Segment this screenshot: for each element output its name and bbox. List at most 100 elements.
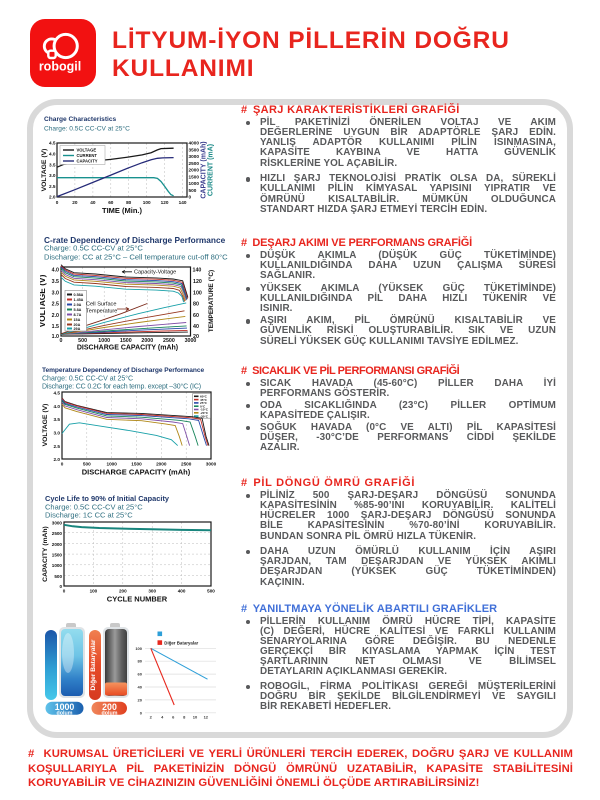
- svg-text:1500: 1500: [120, 338, 132, 344]
- svg-text:0°C: 0°C: [200, 404, 206, 408]
- svg-text:2.0: 2.0: [52, 313, 59, 319]
- svg-text:500: 500: [83, 462, 91, 467]
- svg-text:Capacity-Voltage: Capacity-Voltage: [134, 270, 176, 276]
- svg-text:1000: 1000: [189, 181, 200, 186]
- svg-text:1.0: 1.0: [52, 334, 59, 340]
- svg-text:1500: 1500: [52, 553, 63, 558]
- svg-text:1500: 1500: [189, 175, 200, 180]
- svg-text:1.45A: 1.45A: [74, 298, 84, 302]
- svg-text:DISCHARGE CAPACITY (mAh): DISCHARGE CAPACITY (mAh): [82, 468, 191, 477]
- svg-text:500: 500: [207, 589, 215, 594]
- svg-text:3.0: 3.0: [49, 173, 56, 178]
- svg-text:C-rate Dependency of Discharge: C-rate Dependency of Discharge Performan…: [44, 236, 226, 245]
- svg-text:100: 100: [193, 290, 202, 296]
- svg-text:Cycle Life to 90% of Initial C: Cycle Life to 90% of Initial Capacity: [45, 494, 170, 503]
- svg-text:2500: 2500: [189, 161, 200, 166]
- svg-text:60: 60: [108, 200, 114, 205]
- svg-text:CAPACITY (mAh): CAPACITY (mAh): [42, 526, 49, 582]
- svg-text:0: 0: [60, 338, 63, 344]
- svg-text:VOLTAGE (V): VOLTAGE (V): [40, 274, 47, 327]
- svg-text:3000: 3000: [52, 520, 63, 525]
- svg-text:Charge: 0.5C CC-CV at 25°C: Charge: 0.5C CC-CV at 25°C: [42, 375, 133, 383]
- svg-text:Charge Characteristics: Charge Characteristics: [44, 116, 117, 123]
- svg-text:140: 140: [179, 200, 187, 205]
- svg-text:0: 0: [63, 589, 66, 594]
- svg-text:DISCHARGE CAPACITY (mAh): DISCHARGE CAPACITY (mAh): [77, 345, 178, 352]
- svg-text:60°C: 60°C: [200, 395, 208, 399]
- svg-text:dolum: dolum: [102, 711, 118, 717]
- svg-text:0: 0: [59, 584, 62, 589]
- svg-text:-30°C: -30°C: [200, 414, 209, 418]
- svg-text:CAPACITY: CAPACITY: [77, 159, 98, 164]
- svg-text:2.5: 2.5: [52, 302, 59, 308]
- svg-text:80: 80: [193, 302, 199, 308]
- svg-text:20: 20: [193, 334, 199, 340]
- svg-text:Charge: 0.5C CC-CV at 25°C: Charge: 0.5C CC-CV at 25°C: [44, 125, 130, 133]
- svg-text:120: 120: [161, 200, 169, 205]
- svg-text:40: 40: [138, 685, 143, 690]
- svg-text:Discharge: 1C CC at 25°C: Discharge: 1C CC at 25°C: [45, 511, 133, 520]
- svg-text:200: 200: [102, 702, 117, 712]
- svg-text:1000: 1000: [98, 338, 110, 344]
- svg-text:TEMPERATURE (°C): TEMPERATURE (°C): [207, 270, 215, 332]
- svg-text:3.5: 3.5: [52, 279, 59, 285]
- svg-text:2.5: 2.5: [53, 444, 60, 449]
- svg-text:2000: 2000: [141, 338, 153, 344]
- svg-text:2500: 2500: [181, 462, 192, 467]
- svg-text:6: 6: [172, 715, 175, 720]
- svg-text:CAPACITY (mAh): CAPACITY (mAh): [200, 141, 207, 198]
- svg-text:5.8A: 5.8A: [74, 308, 82, 312]
- svg-text:4.5: 4.5: [49, 141, 56, 146]
- svg-text:0: 0: [61, 462, 64, 467]
- svg-text:60: 60: [193, 313, 199, 319]
- svg-text:0.58A: 0.58A: [74, 293, 84, 297]
- svg-text:1000: 1000: [52, 563, 63, 568]
- svg-text:4.0: 4.0: [52, 268, 59, 274]
- svg-text:Temperature: Temperature: [86, 309, 117, 315]
- svg-text:Diğer Bataryalar: Diğer Bataryalar: [164, 641, 198, 646]
- svg-text:1500: 1500: [131, 462, 142, 467]
- svg-text:8: 8: [183, 715, 186, 720]
- svg-text:robogil: robogil: [39, 60, 81, 74]
- svg-text:15A: 15A: [74, 318, 81, 322]
- svg-text:-20°C: -20°C: [200, 411, 209, 415]
- svg-text:20A: 20A: [74, 323, 81, 327]
- svg-text:Discharge: CC 0.2C for each te: Discharge: CC 0.2C for each temp. except…: [42, 383, 201, 391]
- svg-text:100: 100: [143, 200, 151, 205]
- svg-text:200: 200: [119, 589, 127, 594]
- svg-text:2000: 2000: [52, 542, 63, 547]
- svg-text:Charge: 0.5C CC-CV at 25°C: Charge: 0.5C CC-CV at 25°C: [44, 244, 143, 253]
- svg-text:80: 80: [138, 659, 143, 664]
- svg-text:4: 4: [161, 715, 164, 720]
- svg-text:25°C: 25°C: [200, 401, 208, 405]
- svg-text:dolum: dolum: [57, 711, 73, 717]
- svg-text:TIME (Min.): TIME (Min.): [102, 206, 142, 215]
- svg-text:500: 500: [189, 188, 197, 193]
- svg-text:4.5: 4.5: [53, 390, 60, 395]
- svg-text:500: 500: [78, 338, 87, 344]
- svg-text:CYCLE NUMBER: CYCLE NUMBER: [107, 595, 168, 604]
- svg-text:0: 0: [189, 195, 192, 200]
- svg-text:-10°C: -10°C: [200, 408, 209, 412]
- svg-text:12: 12: [204, 715, 209, 720]
- svg-text:2.9A: 2.9A: [74, 303, 82, 307]
- svg-text:2500: 2500: [163, 338, 175, 344]
- svg-text:Discharge: CC at 25°C – Cell t: Discharge: CC at 25°C – Cell temperature…: [44, 253, 228, 262]
- svg-text:0: 0: [56, 200, 59, 205]
- svg-text:1.5: 1.5: [52, 324, 59, 330]
- svg-text:400: 400: [178, 589, 186, 594]
- svg-text:3000: 3000: [189, 154, 200, 159]
- svg-text:500: 500: [54, 574, 62, 579]
- svg-text:2: 2: [150, 715, 153, 720]
- svg-text:4000: 4000: [189, 141, 200, 146]
- svg-text:2000: 2000: [156, 462, 167, 467]
- svg-text:Charge: 0.5C CC-CV at 25°C: Charge: 0.5C CC-CV at 25°C: [45, 503, 143, 512]
- svg-text:3.0: 3.0: [53, 431, 60, 436]
- svg-text:1000: 1000: [55, 702, 75, 712]
- svg-text:40: 40: [90, 200, 96, 205]
- svg-text:VOLTAGE (V): VOLTAGE (V): [42, 404, 49, 447]
- svg-text:3500: 3500: [189, 147, 200, 152]
- svg-text:2.0: 2.0: [53, 457, 60, 462]
- svg-text:20: 20: [72, 200, 78, 205]
- svg-text:3.5: 3.5: [49, 162, 56, 167]
